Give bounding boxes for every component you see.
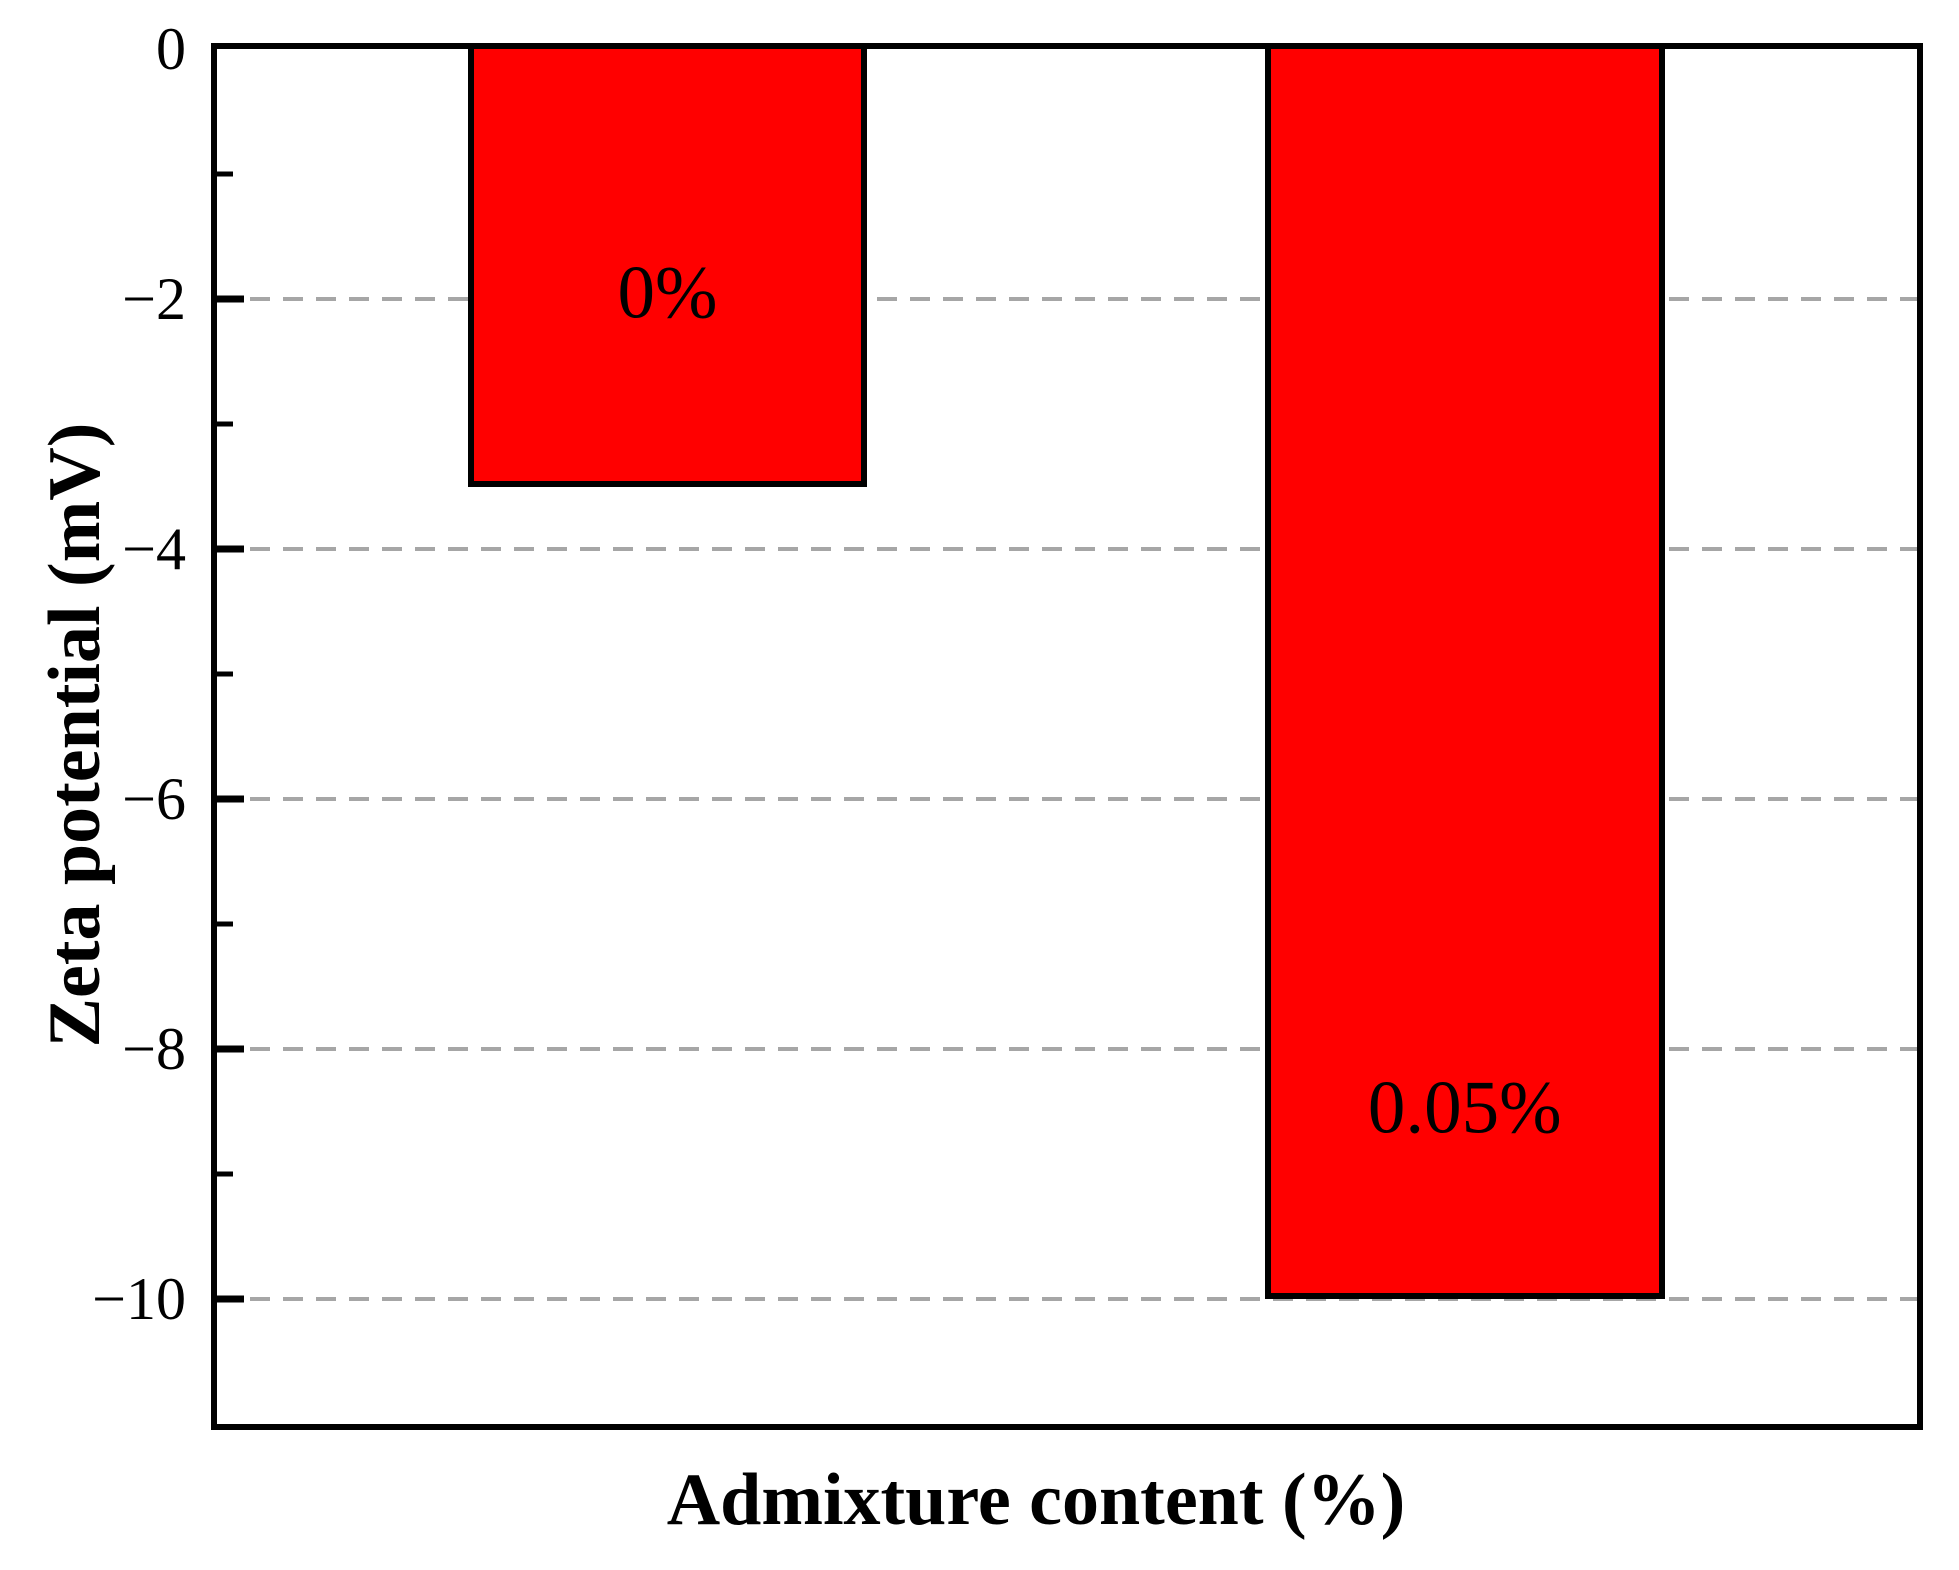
y-minor-tick bbox=[217, 171, 233, 177]
gridline bbox=[217, 547, 1917, 551]
y-minor-tick bbox=[217, 1171, 233, 1177]
y-major-tick bbox=[217, 295, 244, 303]
plot-inner: 0% 0.05% bbox=[217, 49, 1917, 1424]
bar: 0% bbox=[467, 49, 868, 487]
y-minor-tick bbox=[217, 921, 233, 927]
y-major-tick bbox=[217, 795, 244, 803]
bar-value-label: 0.05% bbox=[1367, 1066, 1562, 1150]
y-tick-labels: 0 −2 −4 −6 −8 −10 bbox=[0, 19, 186, 1424]
x-axis-title: Admixture content (%) bbox=[666, 1459, 1406, 1541]
bar-value-label: 0% bbox=[617, 251, 718, 335]
plot-area: 0% 0.05% bbox=[211, 43, 1923, 1430]
bar: 0.05% bbox=[1265, 49, 1665, 1299]
y-tick-label: −6 bbox=[122, 766, 186, 832]
y-major-tick bbox=[217, 1295, 244, 1303]
y-minor-tick bbox=[217, 671, 233, 677]
gridline bbox=[217, 297, 1917, 301]
y-tick-label: −2 bbox=[122, 266, 186, 332]
y-tick-label: 0 bbox=[156, 16, 186, 82]
y-major-tick bbox=[217, 545, 244, 553]
y-minor-tick bbox=[217, 421, 233, 427]
y-tick-label: −4 bbox=[122, 516, 186, 582]
gridline bbox=[217, 797, 1917, 801]
y-tick-label: −8 bbox=[122, 1016, 186, 1082]
y-major-tick bbox=[217, 1045, 244, 1053]
gridline bbox=[217, 1047, 1917, 1051]
gridline bbox=[217, 1297, 1917, 1301]
y-tick-label: −10 bbox=[92, 1266, 186, 1332]
